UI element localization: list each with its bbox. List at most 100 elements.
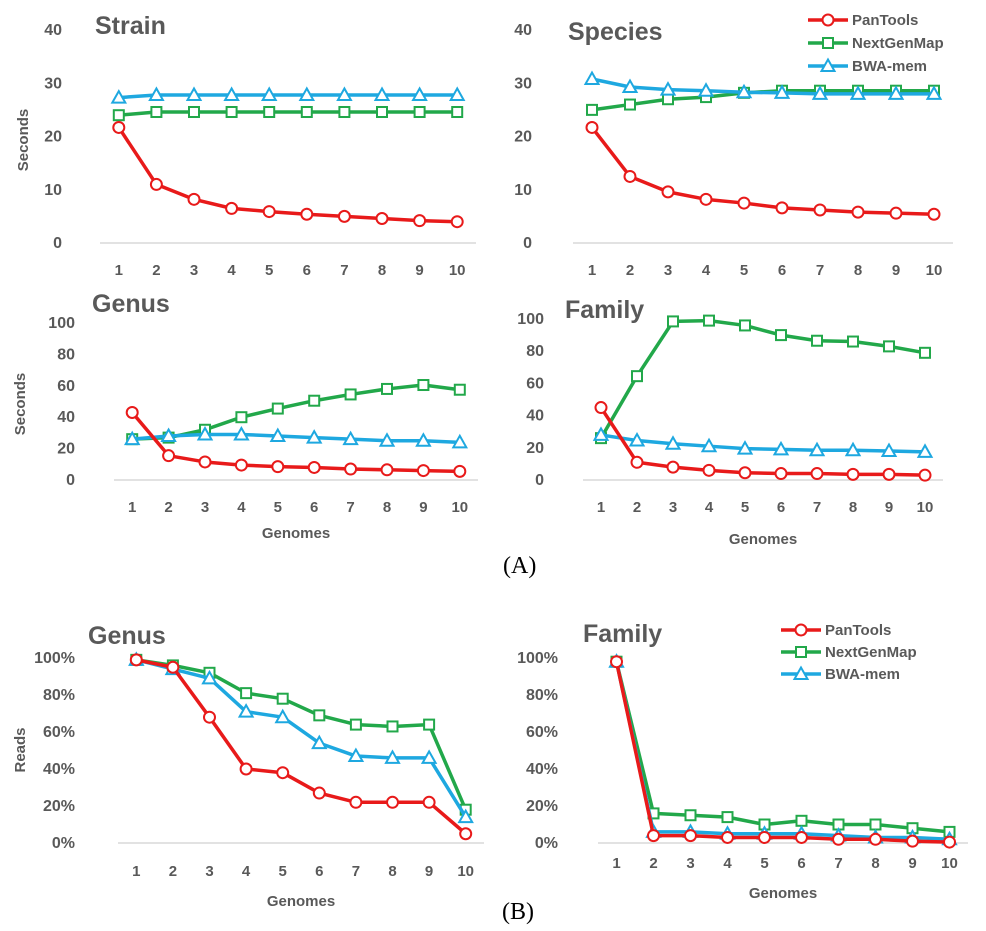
data-point xyxy=(699,192,713,206)
series-line xyxy=(614,661,950,834)
y-tick-label: 30 xyxy=(514,75,532,92)
data-point xyxy=(451,433,469,449)
data-point xyxy=(380,463,394,477)
chart-panel-4: 0 20 40 60 80 100 1 2 3 4 5 6 7 8 9 10 Family Genomes xyxy=(517,296,943,548)
series-pantools xyxy=(585,120,941,221)
y-tick-label: 0 xyxy=(535,472,544,489)
data-point xyxy=(274,708,291,724)
x-tick-label: 3 xyxy=(205,863,213,880)
data-point xyxy=(594,401,608,415)
y-tick-label: 20 xyxy=(44,129,62,146)
data-point xyxy=(661,185,675,199)
x-axis-label: Genomes xyxy=(749,885,817,902)
legend-marker xyxy=(821,13,835,27)
series-line xyxy=(132,432,460,445)
data-point xyxy=(775,329,787,342)
data-point xyxy=(271,460,285,474)
x-tick-label: 5 xyxy=(274,499,282,516)
x-tick-label: 4 xyxy=(705,499,714,516)
data-point xyxy=(795,814,808,827)
y-tick-label: 0% xyxy=(535,835,558,852)
chart-title: Genus xyxy=(88,622,166,650)
x-tick-label: 10 xyxy=(917,499,934,516)
data-point xyxy=(112,120,126,134)
series-line xyxy=(135,658,468,819)
data-point xyxy=(313,709,326,722)
data-point xyxy=(775,201,789,215)
data-point xyxy=(160,427,177,443)
y-tick-label: 80% xyxy=(526,687,558,704)
y-tick-label: 40% xyxy=(526,761,558,778)
x-tick-label: 10 xyxy=(457,863,474,880)
series-line xyxy=(118,110,458,117)
x-axis-label: Genomes xyxy=(267,893,335,910)
data-point xyxy=(150,106,163,119)
series-pantools xyxy=(610,655,956,849)
series-nextgenmap xyxy=(586,84,940,116)
x-tick-label: 1 xyxy=(588,262,596,279)
data-point xyxy=(451,106,464,119)
y-tick-label: 80 xyxy=(57,346,75,363)
data-point xyxy=(916,443,934,458)
series-bwa-mem xyxy=(608,653,958,846)
data-point xyxy=(721,811,734,824)
data-point xyxy=(349,795,363,809)
series-nextgenmap xyxy=(610,655,956,838)
data-point xyxy=(882,467,896,481)
x-tick-label: 3 xyxy=(664,262,672,279)
data-point xyxy=(110,89,128,104)
x-tick-label: 8 xyxy=(378,262,386,279)
x-tick-label: 9 xyxy=(419,499,427,516)
y-tick-label: 100% xyxy=(517,650,558,667)
data-point xyxy=(918,468,932,482)
y-tick-label: 10 xyxy=(44,182,62,199)
x-tick-label: 4 xyxy=(702,262,711,279)
data-point xyxy=(129,653,143,667)
x-tick-label: 10 xyxy=(451,499,468,516)
x-tick-label: 6 xyxy=(797,855,805,872)
x-tick-label: 8 xyxy=(849,499,857,516)
data-point xyxy=(846,467,860,481)
y-axis-label: Seconds xyxy=(15,109,32,172)
data-point xyxy=(869,832,882,846)
data-point xyxy=(239,762,253,776)
data-point xyxy=(684,829,697,843)
data-point xyxy=(166,660,180,674)
x-tick-label: 6 xyxy=(303,262,311,279)
x-tick-label: 8 xyxy=(388,863,396,880)
legend-marker xyxy=(819,57,837,72)
data-point xyxy=(927,207,941,221)
x-tick-label: 10 xyxy=(449,262,466,279)
data-point xyxy=(735,83,753,99)
y-tick-label: 0% xyxy=(52,835,75,852)
data-point xyxy=(312,786,326,800)
legend: PanTools NextGenMap BWA-mem xyxy=(781,622,917,683)
y-tick-label: 30 xyxy=(44,75,62,92)
series-bwa-mem xyxy=(592,426,934,458)
series-nextgenmap xyxy=(112,106,464,122)
legend-marker xyxy=(794,623,808,637)
x-tick-label: 4 xyxy=(242,863,251,880)
data-point xyxy=(123,430,141,446)
data-point xyxy=(420,749,438,764)
y-tick-label: 20 xyxy=(514,129,532,146)
chart-panel-2: 0 10 20 30 40 1 2 3 4 5 6 7 8 9 10 Species PanTools NextG… xyxy=(514,12,953,279)
data-point xyxy=(235,411,248,424)
x-tick-label: 2 xyxy=(626,262,634,279)
data-point xyxy=(187,192,201,206)
data-point xyxy=(298,86,316,101)
data-point xyxy=(883,340,895,353)
data-point xyxy=(585,120,599,134)
data-point xyxy=(736,440,754,455)
data-point xyxy=(415,432,432,447)
x-tick-label: 5 xyxy=(741,499,749,516)
series-line xyxy=(132,383,461,441)
x-axis-label: Genomes xyxy=(729,531,797,548)
data-point xyxy=(925,85,943,100)
data-point xyxy=(262,205,276,219)
x-tick-label: 9 xyxy=(425,863,433,880)
legend-label: PanTools xyxy=(852,12,918,29)
data-point xyxy=(666,460,680,474)
x-tick-label: 2 xyxy=(649,855,657,872)
x-tick-label: 10 xyxy=(941,855,958,872)
